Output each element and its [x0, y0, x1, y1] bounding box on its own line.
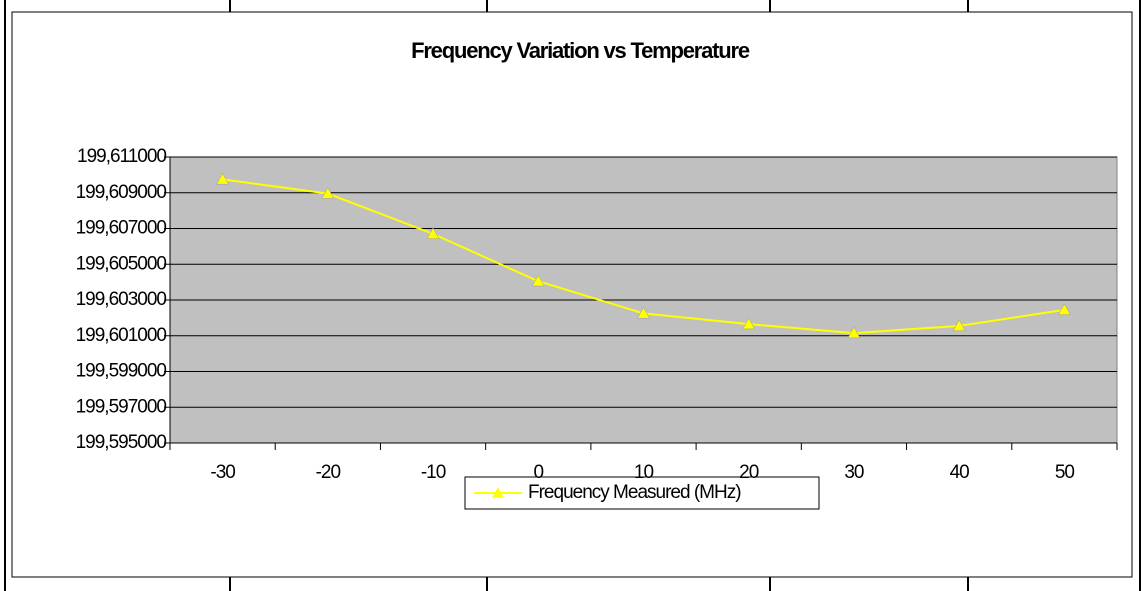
y-tick-label: 199,599000: [76, 361, 167, 382]
x-tick-label: 40: [950, 462, 970, 483]
legend-marker: [492, 487, 504, 498]
data-point: [952, 319, 966, 331]
data-point: [637, 306, 650, 319]
x-tick-label: 0: [533, 462, 543, 483]
x-tick-label: -20: [316, 462, 341, 483]
chart-title: Frequency Variation vs Temperature: [411, 38, 750, 63]
data-point: [1057, 303, 1071, 315]
y-tick-label: 199,595000: [76, 432, 167, 453]
legend: Frequency Measured (MHz): [464, 476, 820, 510]
sheet-frame: [4, 0, 1141, 591]
x-tick-label: 20: [739, 462, 759, 483]
y-tick-label: 199,607000: [76, 218, 167, 239]
y-tick-label: 199,603000: [76, 289, 167, 310]
y-tick-label: 199,611000: [77, 146, 166, 167]
x-tick-label: 30: [844, 462, 864, 483]
legend-box: [464, 476, 820, 510]
data-point: [321, 187, 335, 199]
x-tick-label: 50: [1055, 462, 1075, 483]
x-tick-label: -30: [210, 462, 235, 483]
y-tick-label: 199,609000: [76, 182, 167, 203]
y-tick-label: 199,601000: [76, 325, 167, 346]
data-point: [531, 274, 545, 287]
data-point: [426, 227, 440, 239]
data-point: [742, 317, 756, 330]
y-tick-label: 199,605000: [76, 253, 167, 274]
legend-label: Frequency Measured (MHz): [528, 482, 741, 503]
data-point: [847, 326, 861, 339]
data-point: [216, 172, 230, 185]
x-tick-label: -10: [421, 462, 446, 483]
y-tick-label: 199,597000: [76, 396, 167, 417]
x-tick-label: 10: [634, 462, 654, 483]
